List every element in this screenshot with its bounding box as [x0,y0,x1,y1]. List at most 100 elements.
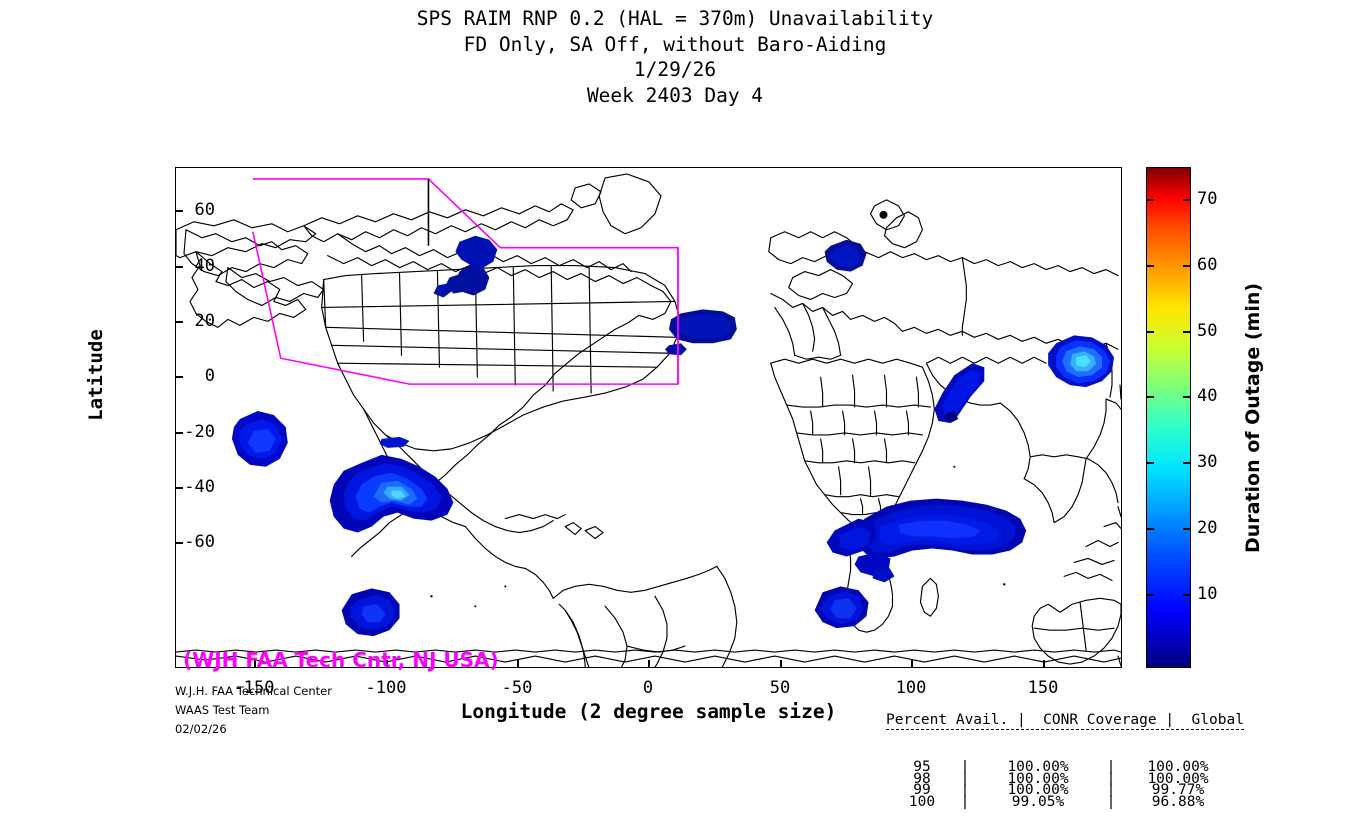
x-tick-mark-50 [780,660,782,668]
y-tick-label-m20: -20 [184,422,215,442]
cell-percent: 100 [908,793,936,810]
cell-sep: | [960,770,970,787]
table-row: 95 | 100.00% | 100.00% [886,759,1238,775]
cell-sep: | [960,793,970,810]
footer-block: W.J.H. FAA Technical Center WAAS Test Te… [175,682,332,739]
cb-tick-mark-30-l [1147,462,1154,464]
outage-blob-philippine-sea [934,363,985,423]
cb-tick-mark-20-l [1147,528,1154,530]
outage-blob-west-pacific [1048,335,1115,388]
watermark-text: (WJH FAA Tech Cntr, NJ USA) [183,648,499,672]
cb-tick-mark-40-r [1183,396,1190,398]
outage-blob-se-pacific [329,436,454,533]
x-tick-mark-m100 [386,660,388,668]
cb-tick-mark-10-l [1147,594,1154,596]
cb-tick-label-70: 70 [1197,189,1218,209]
x-tick-label-100: 100 [895,678,927,698]
outage-blob-central-pacific [231,411,288,467]
x-tick-mark-0 [648,660,650,668]
cell-conr: 99.05% [1011,793,1065,810]
outage-blob-south-atlantic-east [814,586,869,629]
outage-blob-libya-egypt [664,309,737,356]
x-tick-mark-m50 [517,660,519,668]
cb-tick-label-40: 40 [1197,386,1218,406]
cell-percent: 95 [913,759,931,775]
x-tick-label-150: 150 [1027,678,1059,698]
cb-tick-mark-70-r [1183,199,1190,201]
title-line-4: Week 2403 Day 4 [586,83,764,107]
table-row: 99 | 100.00% | 99.77% [886,782,1238,798]
cb-tick-mark-30-r [1183,462,1190,464]
cb-tick-mark-40-l [1147,396,1154,398]
outage-blob-indian-ocean [826,498,1027,583]
x-tick-mark-100 [911,660,913,668]
cell-global: 99.77% [1151,782,1205,798]
colorbar-gradient [1146,167,1191,668]
footer-line-2: WAAS Test Team [175,703,270,717]
x-axis-label: Longitude (2 degree sample size) [460,700,837,723]
cell-percent: 98 [913,770,931,787]
x-tick-label-0: 0 [642,678,654,698]
x-tick-label-50: 50 [769,678,791,698]
y-tick-label-0: 0 [204,366,215,386]
cell-sep: | [960,782,970,798]
cell-sep: | [960,759,970,775]
cb-tick-mark-20-r [1183,528,1190,530]
cell-conr: 100.00% [1007,759,1069,775]
cell-global: 96.88% [1151,793,1205,810]
colorbar-label: Duration of Outage (min) [1242,282,1264,554]
y-tick-label-60: 60 [194,200,215,220]
cb-tick-label-60: 60 [1197,255,1218,275]
cell-global: 100.00% [1147,759,1209,775]
footer-line-3: 02/02/26 [175,722,227,736]
title-line-1: SPS RAIM RNP 0.2 (HAL = 370m) Unavailabi… [416,7,934,30]
y-tick-mark-m40 [175,487,183,489]
y-tick-mark-0 [175,376,183,378]
conr-coverage-polygon [252,178,679,385]
cell-sep: | [1106,770,1116,787]
outage-blob-caucasus [824,239,867,272]
availability-stats-table: Percent Avail. | CONR Coverage | Global … [886,680,1244,824]
cell-sep: | [1106,759,1116,775]
cb-tick-label-10: 10 [1197,584,1218,604]
y-tick-label-40: 40 [194,256,215,276]
y-tick-mark-m20 [175,432,183,434]
cell-conr: 100.00% [1007,770,1069,787]
table-row: 98 | 100.00% | 100.00% [886,770,1238,787]
cb-tick-mark-50-r [1183,331,1190,333]
chart-title-block: SPS RAIM RNP 0.2 (HAL = 370m) Unavailabi… [0,6,1350,108]
cb-tick-label-30: 30 [1197,452,1218,472]
cb-tick-mark-60-r [1183,265,1190,267]
cell-sep: | [1106,782,1116,798]
cell-sep: | [1106,793,1116,810]
stats-table-header: Percent Avail. | CONR Coverage | Global [886,712,1244,730]
y-tick-label-20: 20 [194,311,215,331]
x-tick-mark-m150 [254,660,256,668]
cell-global: 100.00% [1147,770,1209,787]
cb-tick-label-20: 20 [1197,518,1218,538]
cb-tick-mark-50-l [1147,331,1154,333]
outage-blob-south-atlantic-west [341,588,400,637]
footer-line-1: W.J.H. FAA Technical Center [175,684,332,698]
cb-tick-mark-60-l [1147,265,1154,267]
y-tick-mark-20 [175,321,183,323]
outage-blob-ne-canada [433,235,498,298]
cb-tick-mark-70-l [1147,199,1154,201]
y-tick-mark-60 [175,210,183,212]
y-tick-mark-40 [175,266,183,268]
cb-tick-label-50: 50 [1197,321,1218,341]
y-tick-label-m60: -60 [184,532,215,552]
outage-overlay [231,235,1115,637]
cb-tick-mark-10-r [1183,594,1190,596]
cell-conr: 100.00% [1007,782,1069,798]
x-tick-label-m100: -100 [365,678,407,698]
title-line-2: FD Only, SA Off, without Baro-Aiding [463,32,887,56]
y-axis-label: Latitude [85,329,107,421]
stats-table-body: 95 | 100.00% | 100.00% 98 | 100.00% | 10… [886,759,1238,810]
cell-percent: 99 [913,782,931,798]
title-line-3: 1/29/26 [633,58,717,81]
table-row: 100 | 99.05% | 96.88% [886,793,1238,810]
x-tick-mark-150 [1043,660,1045,668]
x-tick-label-m150: -150 [233,678,275,698]
world-map-plot [175,167,1122,668]
